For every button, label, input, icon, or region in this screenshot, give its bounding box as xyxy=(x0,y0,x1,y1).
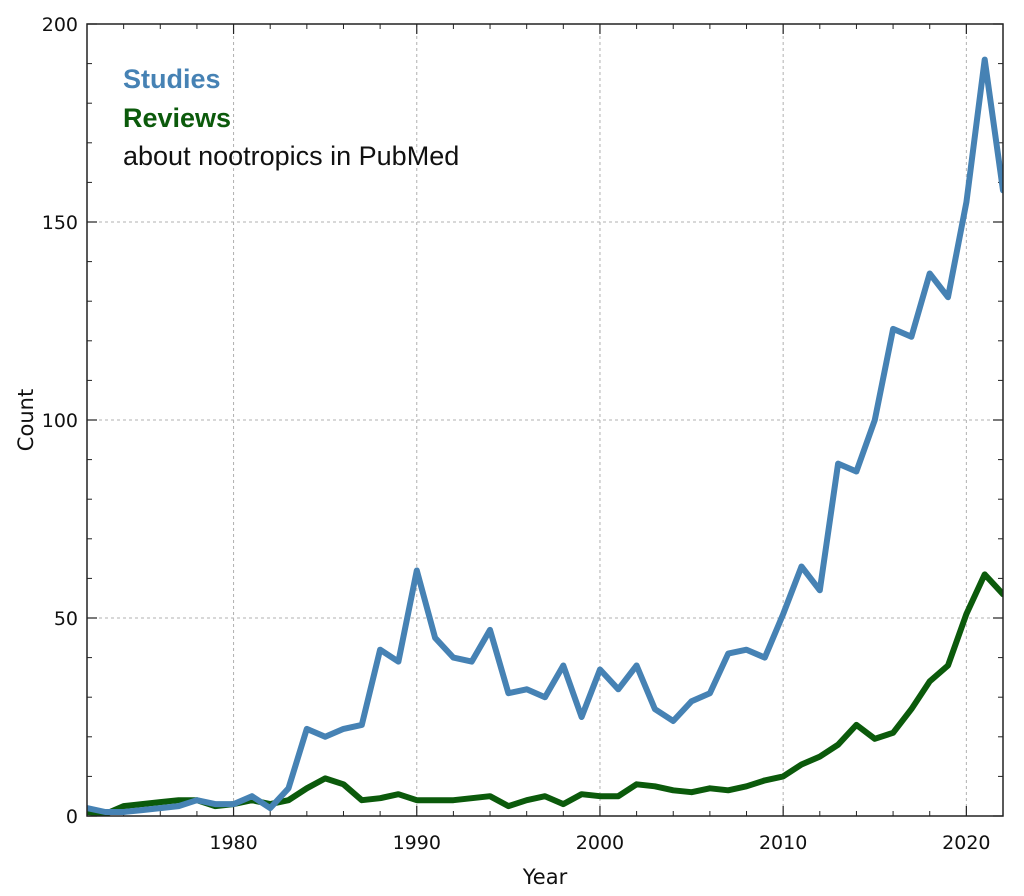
plot-frame xyxy=(86,23,1004,817)
y-tick-label: 50 xyxy=(54,608,78,630)
y-tick-label: 200 xyxy=(42,14,78,36)
grid xyxy=(87,24,1003,816)
x-tick-label: 2010 xyxy=(759,832,807,854)
x-tick-label: 2020 xyxy=(942,832,990,854)
legend: Studies Reviews about nootropics in PubM… xyxy=(123,64,459,171)
y-tick-label: 0 xyxy=(66,806,78,828)
x-tick-label: 1990 xyxy=(393,832,441,854)
legend-annotation: about nootropics in PubMed xyxy=(123,141,459,171)
y-tick-label: 150 xyxy=(42,212,78,234)
x-axis-title: Year xyxy=(522,865,568,889)
minor-ticks xyxy=(86,23,1004,817)
series-lines xyxy=(87,56,1003,816)
legend-entry-reviews: Reviews xyxy=(123,103,231,133)
tick-labels: 1980 1990 2000 2010 2020 0 50 100 150 200 xyxy=(42,14,991,854)
y-axis-title: Count xyxy=(14,389,38,451)
series-line-studies xyxy=(87,56,1003,815)
y-tick-label: 100 xyxy=(42,410,78,432)
x-tick-label: 2000 xyxy=(576,832,624,854)
x-tick-label: 1980 xyxy=(209,832,257,854)
legend-entry-studies: Studies xyxy=(123,64,221,94)
